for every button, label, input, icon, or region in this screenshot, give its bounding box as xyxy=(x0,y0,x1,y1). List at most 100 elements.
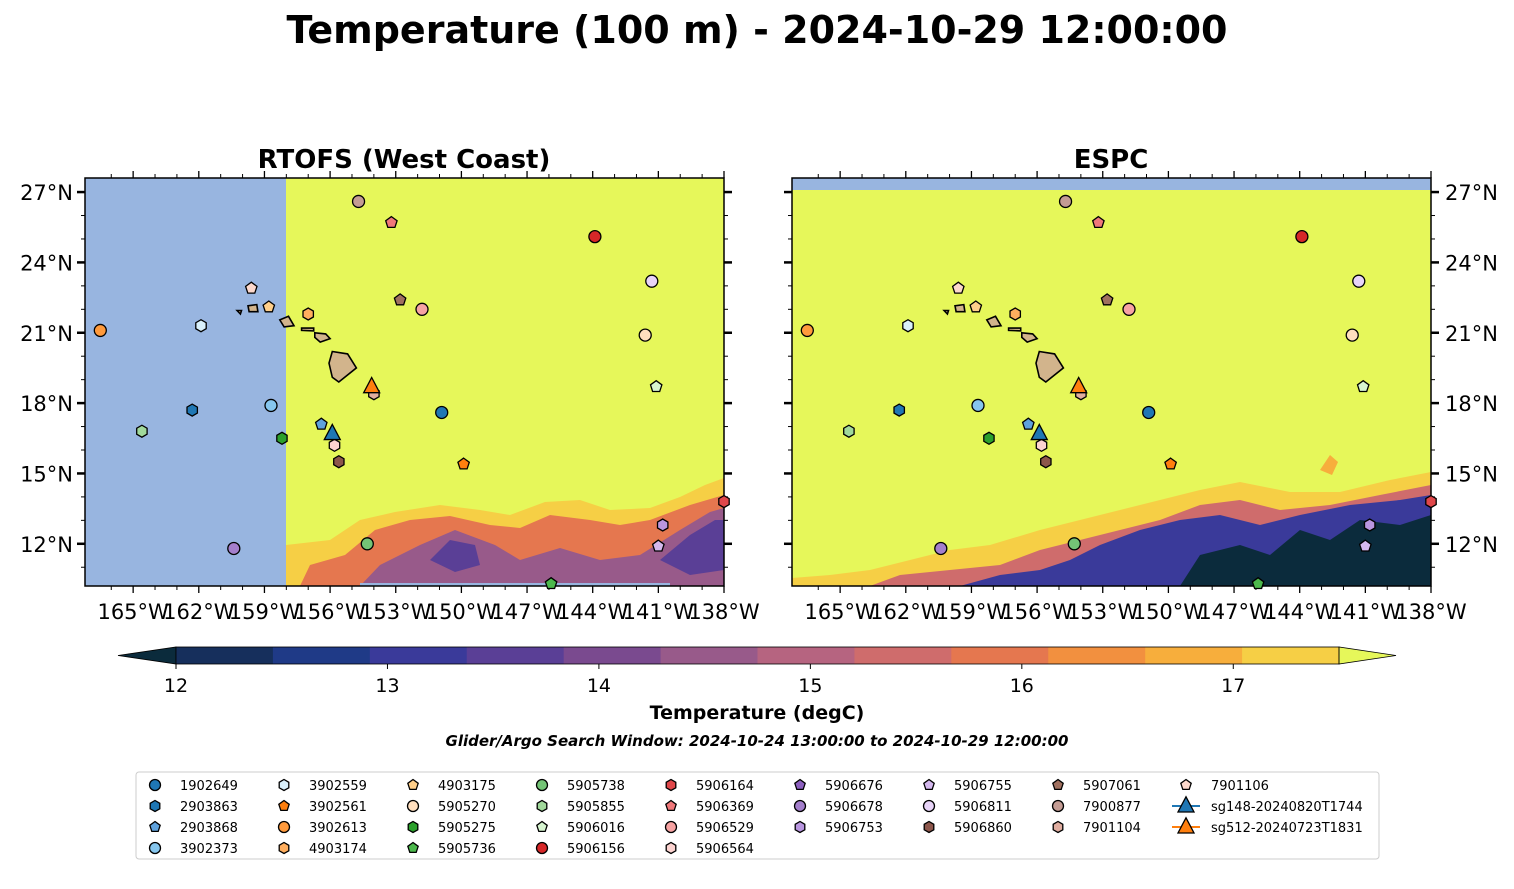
legend-marker xyxy=(923,778,935,791)
legend-label: 5906016 xyxy=(567,821,625,836)
legend-label: 5906678 xyxy=(825,800,883,815)
float-markers-rtofs xyxy=(93,194,730,590)
float-marker-5906755 xyxy=(1358,539,1372,552)
x-tick-label: 153°W xyxy=(360,600,432,624)
colorbar-bin xyxy=(369,647,468,664)
legend: 1902649 2903863 2903868 3902373 3902559 39025… xyxy=(148,778,1363,857)
float-marker-5906016 xyxy=(649,379,663,393)
x-tick-label: 141°W xyxy=(623,600,695,624)
legend-marker xyxy=(278,841,290,855)
molokai-island xyxy=(1007,327,1022,332)
legend-entry-5906678: 5906678 xyxy=(793,799,883,815)
legend-entry-2903863: 2903863 xyxy=(149,799,238,815)
legend-entry-5906529: 5906529 xyxy=(664,820,754,836)
float-marker-5905738 xyxy=(360,537,374,551)
colorbar-bin xyxy=(563,647,662,664)
map-panel-rtofs: RTOFS (West Coast) 165°W162°W159°W156°W1… xyxy=(20,145,760,624)
hawaii-island xyxy=(328,350,358,384)
x-tick-label: 150°W xyxy=(426,600,498,624)
float-markers-espc xyxy=(800,194,1437,590)
legend-marker xyxy=(1052,778,1064,791)
legend-label: 3902373 xyxy=(180,842,238,857)
legend-marker xyxy=(149,820,161,833)
panel-title-rtofs: RTOFS (West Coast) xyxy=(258,145,551,175)
colorbar-bin xyxy=(176,647,274,664)
float-marker-3902559 xyxy=(902,318,914,333)
colorbar-label: Temperature (degC) xyxy=(650,702,865,724)
legend-marker xyxy=(923,820,935,834)
colorbar: 12 13 14 15 16 17 xyxy=(117,646,1397,697)
legend-entry-5906755: 5906755 xyxy=(923,778,1012,794)
y-tick-label: 21°N xyxy=(20,322,73,346)
legend-entry-5906676: 5906676 xyxy=(794,778,883,794)
float-marker-1902649 xyxy=(435,405,449,420)
legend-entry-3902561: 3902561 xyxy=(278,799,367,815)
float-marker-1902649 xyxy=(1142,405,1156,420)
legend-entry-5905270: 5905270 xyxy=(406,799,496,815)
y-tick-label: 24°N xyxy=(1445,251,1498,275)
glider-marker-sg512-20240723T1831 xyxy=(1069,376,1088,394)
legend-entry-5905275: 5905275 xyxy=(407,820,496,836)
legend-label: 5905270 xyxy=(438,800,496,815)
float-marker-5905855 xyxy=(136,424,148,438)
legend-label: 5905855 xyxy=(567,800,625,815)
kauai-island xyxy=(247,303,259,313)
figure-title: Temperature (100 m) - 2024-10-29 12:00:0… xyxy=(286,8,1227,52)
colorbar-bin xyxy=(272,647,371,664)
colorbar-bin xyxy=(466,647,565,664)
legend-entry-5905736: 5905736 xyxy=(407,841,496,857)
float-marker-5905275 xyxy=(983,431,995,446)
legend-label: 5905275 xyxy=(438,821,496,836)
float-marker-3902373 xyxy=(971,398,985,413)
legend-box xyxy=(135,771,1380,860)
hawaii-island xyxy=(1035,350,1065,384)
float-marker-5906678 xyxy=(227,541,241,556)
legend-entry-5905738: 5905738 xyxy=(535,778,625,794)
legend-marker xyxy=(794,820,806,834)
x-tick-label: 162°W xyxy=(870,600,942,624)
float-marker-5906156 xyxy=(588,229,602,244)
x-tick-label: 162°W xyxy=(163,600,235,624)
colorbar-bin xyxy=(757,647,855,664)
y-tick-label: 12°N xyxy=(1445,533,1498,557)
float-marker-5905855 xyxy=(843,424,855,438)
colorbar-bin xyxy=(951,647,1049,664)
float-marker-4903175 xyxy=(969,300,983,313)
y-tick-label: 12°N xyxy=(20,533,73,557)
legend-marker xyxy=(407,841,419,854)
colorbar-tick-label: 12 xyxy=(164,675,188,697)
temperature-field-cold-core xyxy=(430,520,724,575)
legend-marker xyxy=(1051,799,1065,813)
legend-label: 2903868 xyxy=(180,821,238,836)
float-marker-7901106 xyxy=(951,281,965,294)
oahu-island xyxy=(985,315,1003,328)
legend-marker xyxy=(407,820,419,834)
x-tick-label: 156°W xyxy=(1001,600,1073,624)
float-marker-5906755 xyxy=(651,539,665,552)
hawaiian-islands xyxy=(942,303,1065,384)
legend-entry-5906156: 5906156 xyxy=(535,841,625,857)
legend-label: 4903175 xyxy=(438,779,496,794)
x-tick-label: 144°W xyxy=(557,600,629,624)
molokai-island xyxy=(300,327,315,332)
panel-title-espc: ESPC xyxy=(1074,145,1149,175)
legend-marker xyxy=(794,778,806,791)
y-tick-label: 24°N xyxy=(20,251,73,275)
y-tick-label: 27°N xyxy=(20,181,73,205)
colorbar-tick-label: 13 xyxy=(375,675,399,697)
legend-entry-5906811: 5906811 xyxy=(922,799,1012,815)
y-tick-label: 18°N xyxy=(20,392,73,416)
legend-label: 5906369 xyxy=(696,800,754,815)
search-window-subtitle: Glider/Argo Search Window: 2024-10-24 13… xyxy=(446,732,1069,750)
float-marker-5907061 xyxy=(393,293,407,306)
legend-label: 3902559 xyxy=(309,779,367,794)
map-field-rtofs xyxy=(85,178,724,586)
legend-marker xyxy=(406,799,420,813)
float-marker-7901106 xyxy=(244,281,258,294)
legend-label: 5906156 xyxy=(567,842,625,857)
legend-entry-3902373: 3902373 xyxy=(148,841,238,857)
legend-marker xyxy=(535,841,549,855)
temperature-field-warm-patch xyxy=(1320,455,1338,475)
legend-marker xyxy=(407,778,419,791)
legend-entry-7900877: 7900877 xyxy=(1051,799,1141,815)
